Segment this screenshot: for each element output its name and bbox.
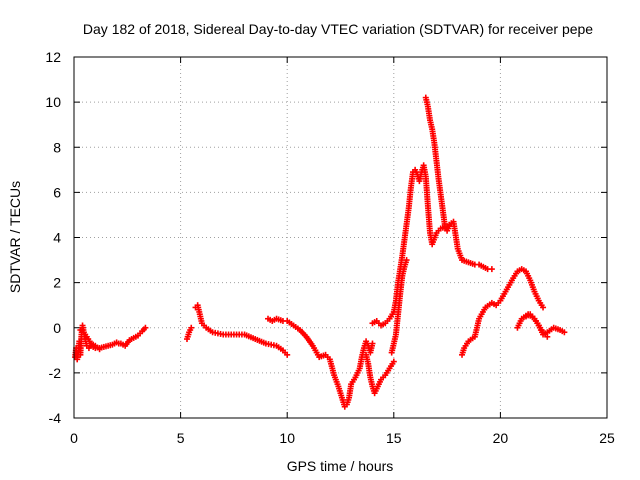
y-tick-label: 0 xyxy=(53,320,61,336)
y-tick-label: 4 xyxy=(53,230,61,246)
data-points xyxy=(72,94,568,410)
y-tick-label: 2 xyxy=(53,275,61,291)
y-tick-label: -2 xyxy=(49,365,62,381)
y-tick-label: 6 xyxy=(53,184,61,200)
data-point xyxy=(540,304,547,311)
y-tick-label: 12 xyxy=(45,49,61,65)
axis-ticks: 0 5 10 15 20 25 -4 -2 0 2 4 6 8 10 12 xyxy=(45,49,615,446)
data-point xyxy=(96,346,103,353)
grid-lines xyxy=(74,57,607,418)
x-tick-label: 0 xyxy=(70,430,78,446)
data-point xyxy=(403,257,410,264)
data-point xyxy=(369,340,376,347)
x-tick-label: 25 xyxy=(599,430,615,446)
data-point xyxy=(446,223,453,230)
data-point xyxy=(284,351,291,358)
y-axis-label: SDTVAR / TECUs xyxy=(7,181,23,293)
y-tick-label: -4 xyxy=(49,410,62,426)
y-tick-label: 10 xyxy=(45,94,61,110)
x-tick-label: 15 xyxy=(386,430,402,446)
data-point xyxy=(544,333,551,340)
plot-frame xyxy=(73,56,608,419)
x-tick-label: 10 xyxy=(279,430,295,446)
data-point xyxy=(188,324,195,331)
y-tick-label: 8 xyxy=(53,139,61,155)
data-point xyxy=(488,266,495,273)
chart-title: Day 182 of 2018, Sidereal Day-to-day VTE… xyxy=(83,21,593,37)
data-point xyxy=(142,324,149,331)
x-axis-label: GPS time / hours xyxy=(287,458,394,474)
x-tick-label: 20 xyxy=(493,430,509,446)
data-point xyxy=(390,358,397,365)
data-point xyxy=(77,327,84,334)
x-tick-label: 5 xyxy=(177,430,185,446)
data-point xyxy=(561,329,568,336)
